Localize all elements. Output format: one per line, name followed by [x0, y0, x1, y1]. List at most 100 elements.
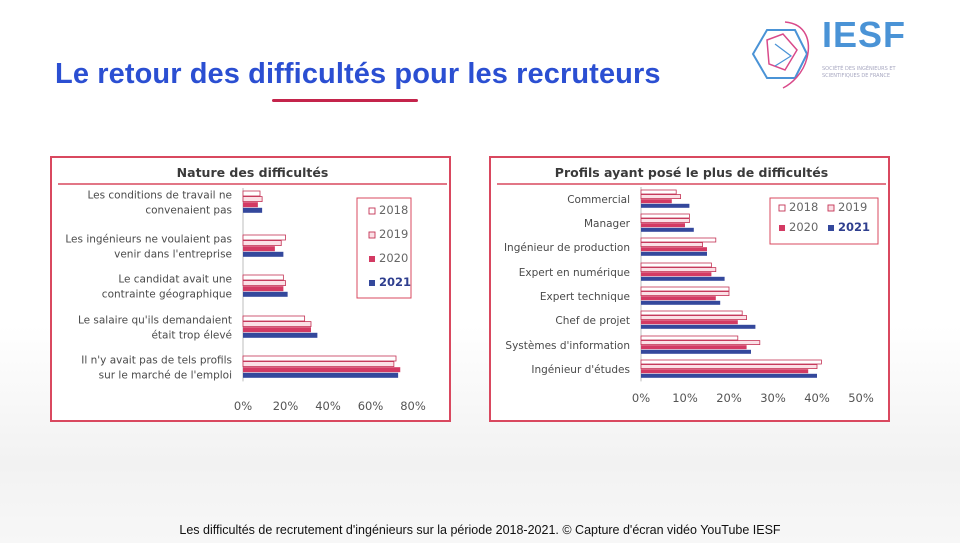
legend-swatch-2021: [828, 225, 834, 231]
x-tick-label: 30%: [760, 391, 786, 405]
bar-2020-0: [243, 202, 258, 208]
x-tick-label: 50%: [848, 391, 874, 405]
bar-2019-1: [242, 240, 282, 246]
bar-2018-4: [640, 286, 730, 292]
bar-2021-1: [641, 227, 694, 232]
category-label: Chef de projet: [555, 315, 630, 327]
bar-2021-2: [641, 251, 707, 256]
bar-2021-1: [243, 251, 284, 257]
category-label: Commercial: [567, 194, 630, 206]
category-label: Expert technique: [540, 291, 630, 303]
legend-swatch-2021: [369, 280, 375, 286]
bar-2020-3: [641, 272, 712, 277]
bar-2018-2: [640, 237, 717, 243]
category-label: venir dans l'entreprise: [114, 249, 232, 261]
bar-2020-4: [641, 296, 716, 301]
bar-2018-1: [242, 234, 286, 241]
bar-2019-5: [640, 315, 747, 321]
category-label: Systèmes d'information: [505, 340, 630, 352]
bar-2021-0: [243, 207, 263, 213]
bar-2021-3: [641, 276, 725, 281]
legend-box: [769, 197, 879, 245]
chart-panel-profils: Profils ayant posé le plus de difficulté…: [489, 156, 890, 422]
bar-2020-0: [641, 199, 672, 204]
bar-2019-2: [640, 242, 703, 247]
category-label: contrainte géographique: [102, 289, 232, 301]
bar-2020-7: [641, 369, 809, 374]
legend-label-2021: 2021: [379, 275, 411, 289]
legend-label-2018: 2018: [789, 200, 818, 214]
x-tick-label: 60%: [358, 399, 384, 413]
chart-profils-difficultes-svg: Profils ayant posé le plus de difficulté…: [497, 165, 886, 405]
bar-2020-5: [641, 320, 738, 325]
category-label: Le candidat avait une: [118, 274, 232, 286]
bar-2020-4: [243, 367, 401, 373]
x-tick-label: 40%: [315, 399, 341, 413]
bar-2019-1: [640, 218, 690, 223]
legend-label-2019: 2019: [379, 227, 408, 241]
bar-2020-1: [641, 223, 685, 228]
title-underline: [272, 99, 418, 102]
category-label: Les ingénieurs ne voulaient pas: [65, 234, 232, 246]
bar-2019-0: [640, 194, 681, 199]
category-label: Les conditions de travail ne: [87, 190, 232, 202]
legend-box: [356, 197, 412, 299]
bar-2020-1: [243, 246, 275, 252]
bar-2018-4: [242, 355, 397, 362]
category-label: Manager: [584, 218, 631, 230]
category-label: Ingénieur de production: [504, 242, 630, 254]
category-label: sur le marché de l'emploi: [99, 370, 232, 382]
x-tick-label: 0%: [234, 399, 252, 413]
bar-2018-7: [640, 359, 822, 365]
bar-2020-3: [243, 327, 311, 333]
category-label: Il n'y avait pas de tels profils: [81, 355, 232, 367]
image-caption: Les difficultés de recrutement d'ingénie…: [179, 523, 781, 537]
legend-label-2018: 2018: [379, 203, 408, 217]
bar-2018-1: [640, 213, 690, 219]
bar-2021-7: [641, 373, 817, 378]
legend-swatch-2020: [779, 225, 785, 231]
x-tick-label: 20%: [273, 399, 299, 413]
bar-2019-7: [640, 364, 818, 370]
category-label: convenaient pas: [145, 205, 232, 217]
category-label: Le salaire qu'ils demandaient: [78, 315, 232, 327]
bar-2018-6: [640, 335, 739, 341]
legend-swatch-2019: [827, 204, 835, 212]
legend-swatch-2019: [368, 231, 376, 239]
slide-title: Le retour des difficultés pour les recru…: [55, 58, 661, 90]
x-tick-label: 20%: [716, 391, 742, 405]
bar-2019-3: [640, 267, 717, 272]
chart-title: Profils ayant posé le plus de difficulté…: [555, 165, 828, 180]
x-tick-label: 10%: [672, 391, 698, 405]
iesf-logo-name: IESF: [822, 14, 907, 55]
bar-2021-2: [243, 291, 288, 297]
legend-swatch-2018: [778, 204, 786, 212]
x-tick-label: 0%: [632, 391, 650, 405]
bar-2020-6: [641, 345, 747, 350]
category-label: était trop élevé: [151, 330, 232, 342]
bar-2019-2: [242, 280, 286, 286]
bar-2021-6: [641, 349, 751, 354]
bar-2021-5: [641, 324, 756, 329]
x-tick-label: 80%: [400, 399, 426, 413]
legend-label-2020: 2020: [379, 251, 408, 265]
legend-swatch-2020: [369, 256, 375, 262]
bar-2018-2: [242, 274, 284, 281]
legend-label-2019: 2019: [838, 200, 867, 214]
chart-panel-nature: Nature des difficultés Les conditions de …: [50, 156, 451, 422]
bar-2021-4: [243, 372, 399, 378]
bar-2021-4: [641, 300, 721, 305]
bar-2018-3: [640, 262, 712, 268]
legend-label-2020: 2020: [789, 220, 818, 234]
iesf-logo-tagline: Société des Ingénieurs et Scientifiques …: [822, 66, 896, 79]
bar-2018-0: [242, 190, 261, 197]
category-label: Expert en numérique: [519, 267, 630, 279]
chart-nature-difficultes-svg: Nature des difficultés Les conditions de …: [58, 165, 447, 413]
bar-2018-0: [640, 189, 677, 195]
bar-2019-6: [640, 340, 761, 346]
iesf-logo-emblem: [751, 21, 810, 89]
legend-label-2021: 2021: [838, 220, 870, 234]
bar-2019-4: [640, 291, 730, 297]
chart-title: Nature des difficultés: [177, 165, 329, 180]
bar-2021-0: [641, 203, 690, 208]
